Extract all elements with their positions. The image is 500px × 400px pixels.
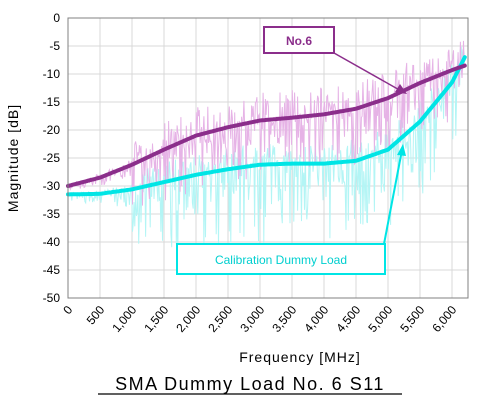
plot-area-border [67, 17, 469, 299]
y-tick-label: -5 [49, 39, 60, 53]
y-tick-label: -30 [43, 179, 61, 193]
y-axis-title: Magnitude [dB] [5, 104, 21, 212]
y-tick-label: -10 [43, 67, 61, 81]
y-tick-label: -40 [43, 235, 61, 249]
chart-title: SMA Dummy Load No. 6 S11 [115, 374, 385, 394]
y-axis-ticks: 0 -5 -10 -15 -20 -25 -30 -35 -40 -45 -50 [43, 11, 61, 305]
trend-lines [66, 55, 467, 197]
calibration-callout-arrowhead [397, 144, 406, 156]
y-tick-label: -45 [43, 263, 61, 277]
trend-line-calibration [66, 55, 467, 197]
calibration-callout-box [176, 243, 386, 275]
callouts: No.6 Calibration Dummy Load [176, 26, 407, 275]
no6-callout-label: No.6 [286, 34, 312, 48]
calibration-callout-label: Calibration Dummy Load [215, 253, 347, 267]
trend-line-no6 [66, 63, 467, 188]
no6-callout-leader [333, 52, 404, 93]
y-tick-label: -50 [43, 291, 61, 305]
x-axis-title: Frequency [MHz] [239, 349, 361, 365]
calibration-callout-leader [383, 149, 403, 245]
y-tick-label: -25 [43, 151, 61, 165]
no6-callout-arrowhead [395, 84, 407, 94]
y-tick-label: -35 [43, 207, 61, 221]
y-tick-label: -20 [43, 123, 61, 137]
no6-callout-box [263, 26, 335, 54]
y-tick-label: -15 [43, 95, 61, 109]
y-tick-label: 0 [53, 11, 60, 25]
